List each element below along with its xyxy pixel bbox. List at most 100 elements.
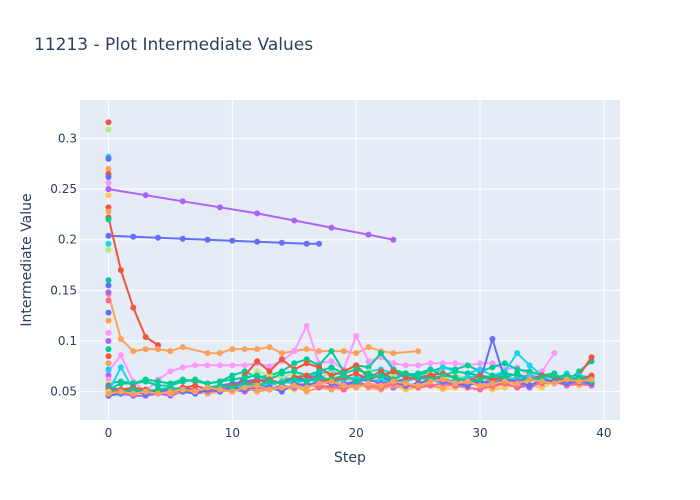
data-point bbox=[353, 370, 360, 377]
data-point bbox=[155, 234, 162, 241]
data-point bbox=[303, 372, 310, 379]
data-point bbox=[241, 384, 248, 391]
y-axis-ticks: 0.05 0.1 0.15 0.2 0.25 0.3 bbox=[50, 131, 77, 398]
data-point bbox=[117, 380, 124, 387]
data-point bbox=[563, 376, 570, 383]
data-point bbox=[266, 368, 273, 375]
x-tick-label: 30 bbox=[472, 426, 487, 440]
data-point bbox=[241, 346, 248, 353]
data-point bbox=[415, 348, 422, 355]
data-point bbox=[216, 386, 223, 393]
data-point bbox=[489, 380, 496, 387]
data-point bbox=[402, 362, 409, 369]
data-point bbox=[254, 388, 261, 395]
data-point bbox=[291, 360, 298, 367]
y-axis-title: Intermediate Value bbox=[19, 193, 35, 326]
chart-title: 11213 - Plot Intermediate Values bbox=[34, 35, 313, 55]
data-point bbox=[291, 348, 298, 355]
data-point bbox=[117, 352, 124, 359]
data-point bbox=[489, 335, 496, 342]
data-point bbox=[390, 350, 397, 357]
data-point bbox=[328, 378, 335, 385]
data-point bbox=[105, 353, 112, 360]
data-point bbox=[353, 350, 360, 357]
data-point bbox=[155, 378, 162, 385]
data-point bbox=[365, 231, 372, 238]
series-line bbox=[108, 234, 319, 245]
data-point bbox=[340, 382, 347, 389]
data-point bbox=[390, 360, 397, 367]
y-tick-label: 0.05 bbox=[50, 385, 77, 399]
data-point bbox=[452, 380, 459, 387]
data-point bbox=[415, 374, 422, 381]
data-point bbox=[316, 348, 323, 355]
data-point bbox=[167, 388, 174, 395]
data-point bbox=[229, 362, 236, 369]
data-point bbox=[427, 366, 434, 373]
data-point bbox=[340, 348, 347, 355]
data-point bbox=[105, 208, 112, 215]
data-point bbox=[105, 282, 112, 289]
data-point bbox=[278, 350, 285, 357]
data-point bbox=[538, 378, 545, 385]
data-point bbox=[229, 388, 236, 395]
data-point bbox=[266, 363, 273, 370]
data-point bbox=[105, 360, 112, 367]
data-point bbox=[278, 384, 285, 391]
data-point bbox=[254, 210, 261, 217]
data-point bbox=[439, 364, 446, 371]
data-point bbox=[179, 235, 186, 242]
series-line bbox=[108, 378, 592, 397]
series bbox=[105, 214, 162, 349]
data-point bbox=[415, 362, 422, 369]
data-point bbox=[142, 346, 149, 353]
data-point bbox=[377, 372, 384, 379]
data-point bbox=[477, 376, 484, 383]
grid-lines bbox=[80, 100, 620, 420]
data-point bbox=[167, 348, 174, 355]
data-point bbox=[526, 362, 533, 369]
data-point bbox=[427, 360, 434, 367]
data-point bbox=[105, 155, 112, 162]
data-point bbox=[390, 236, 397, 243]
data-point bbox=[179, 364, 186, 371]
data-point bbox=[340, 372, 347, 379]
data-point bbox=[130, 390, 137, 397]
data-point bbox=[179, 386, 186, 393]
series-line bbox=[108, 378, 592, 395]
data-point bbox=[316, 374, 323, 381]
data-point bbox=[489, 364, 496, 371]
y-tick-label: 0.15 bbox=[50, 283, 77, 297]
data-point bbox=[204, 350, 211, 357]
x-axis-title: Step bbox=[334, 450, 366, 466]
data-point bbox=[588, 354, 595, 361]
data-point bbox=[477, 382, 484, 389]
data-point bbox=[229, 376, 236, 383]
data-point bbox=[117, 364, 124, 371]
x-axis-ticks: 0 10 20 30 40 bbox=[105, 426, 612, 440]
data-point bbox=[278, 370, 285, 377]
series-layer bbox=[105, 186, 595, 399]
data-point bbox=[278, 356, 285, 363]
data-point bbox=[303, 240, 310, 247]
x-tick-label: 20 bbox=[349, 426, 364, 440]
data-point bbox=[254, 346, 261, 353]
data-point bbox=[439, 376, 446, 383]
data-point bbox=[105, 232, 112, 239]
points-layer bbox=[105, 119, 112, 397]
data-point bbox=[179, 198, 186, 205]
data-point bbox=[365, 344, 372, 351]
data-point bbox=[142, 388, 149, 395]
data-point bbox=[229, 237, 236, 244]
data-point bbox=[142, 376, 149, 383]
data-point bbox=[526, 382, 533, 389]
data-point bbox=[291, 376, 298, 383]
data-point bbox=[229, 346, 236, 353]
data-point bbox=[142, 192, 149, 199]
data-point bbox=[204, 236, 211, 243]
data-point bbox=[390, 368, 397, 375]
data-point bbox=[291, 217, 298, 224]
data-point bbox=[105, 126, 112, 133]
data-point bbox=[167, 368, 174, 375]
